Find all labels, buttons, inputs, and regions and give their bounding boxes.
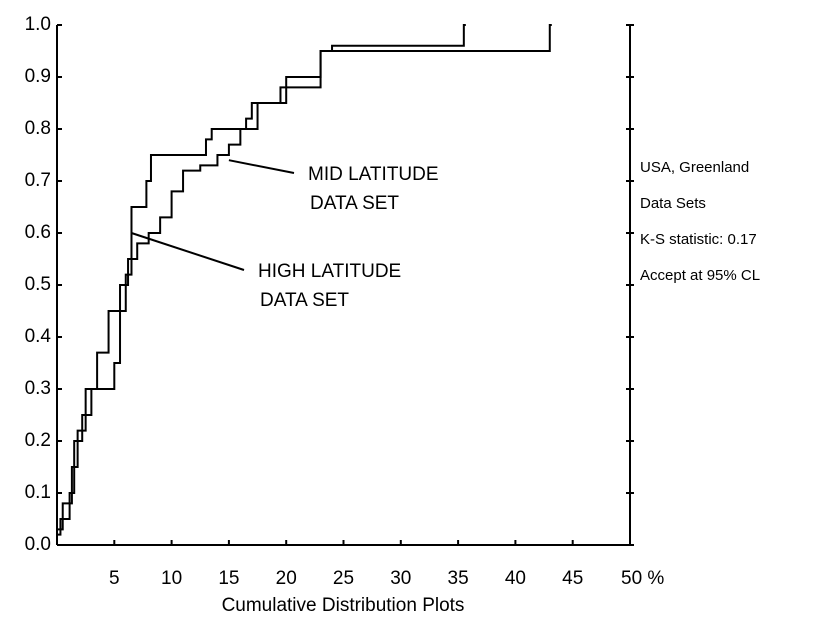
x-tick-label: 10 [161, 568, 182, 589]
cdf-line [56, 24, 552, 545]
y-tick-label: 0.4 [25, 326, 52, 347]
side-note: Accept at 95% CL [640, 267, 760, 284]
x-tick-label: 50 % [621, 568, 664, 589]
annotation: DATA SET [310, 193, 399, 214]
y-tick-label: 0.3 [25, 378, 51, 399]
y-tick-label: 0.9 [25, 66, 51, 87]
x-tick-label: 5 [109, 568, 120, 589]
x-tick-label: 35 [448, 568, 469, 589]
x-tick-label: 40 [505, 568, 526, 589]
side-note: USA, Greenland [640, 159, 749, 176]
annotation: MID LATITUDE [308, 164, 439, 185]
annotation-pointer [228, 159, 295, 174]
side-note: Data Sets [640, 195, 706, 212]
annotation: DATA SET [260, 290, 349, 311]
x-tick-label: 25 [333, 568, 354, 589]
y-tick-label: 0.0 [25, 534, 51, 555]
annotation: HIGH LATITUDE [258, 261, 401, 282]
y-tick-label: 0.2 [25, 430, 51, 451]
x-tick-label: 45 [562, 568, 583, 589]
y-tick-label: 0.1 [25, 482, 51, 503]
y-tick-label: 0.8 [25, 118, 51, 139]
y-tick-label: 0.6 [25, 222, 51, 243]
annotation-pointer [131, 232, 245, 271]
x-tick-label: 15 [218, 568, 239, 589]
x-tick-label: 20 [276, 568, 297, 589]
x-tick-label: 30 [390, 568, 411, 589]
cdf-line [56, 24, 466, 545]
y-tick-label: 0.7 [25, 170, 51, 191]
y-tick-label: 1.0 [25, 14, 51, 35]
x-axis-label: Cumulative Distribution Plots [222, 595, 465, 616]
side-note: K-S statistic: 0.17 [640, 231, 757, 248]
y-tick-label: 0.5 [25, 274, 51, 295]
